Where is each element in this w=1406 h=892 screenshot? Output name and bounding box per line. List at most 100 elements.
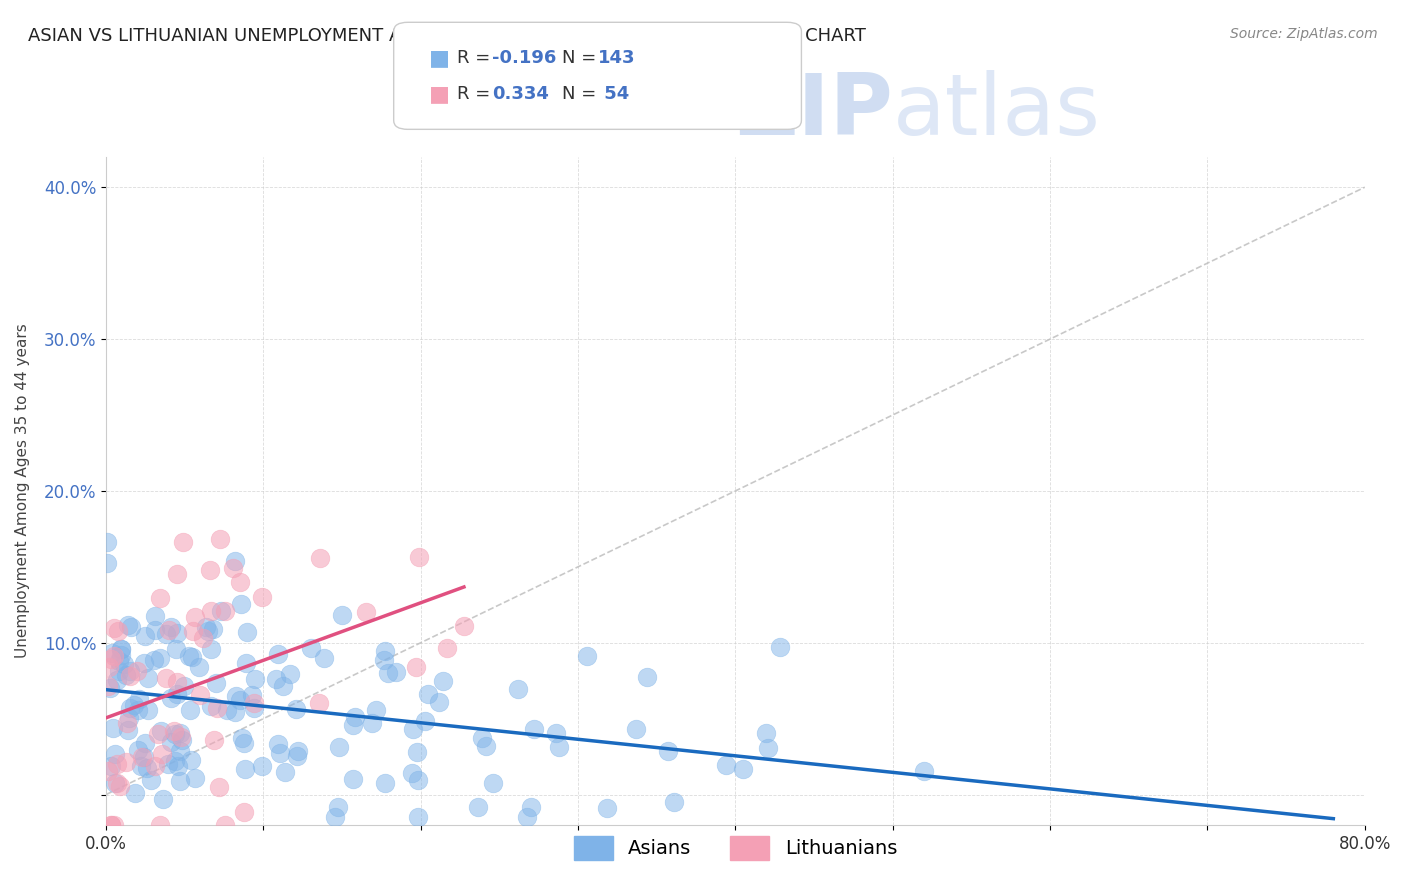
Point [769,640,792,655]
Point [280,667,302,681]
Point [274,765,297,780]
Point [157,757,180,772]
Point [229,574,252,589]
Point [143,609,166,624]
Point [229,597,252,611]
Point [107,673,129,687]
Point [596,801,619,815]
Point [103,649,125,664]
Point [427,695,450,709]
Point [146,727,169,741]
Text: atlas: atlas [893,70,1101,153]
Point [149,723,172,738]
Point [208,780,231,794]
Point [105,776,128,790]
Point [155,627,177,641]
Point [96,535,118,549]
Text: R =: R = [457,85,496,103]
Point [117,618,139,632]
Point [101,646,124,660]
Point [405,660,427,674]
Point [100,818,122,832]
Point [131,758,153,772]
Point [143,758,166,772]
Point [475,739,498,754]
Point [183,772,205,786]
Point [100,818,122,832]
Point [200,642,222,657]
Point [134,736,156,750]
Point [201,622,224,636]
Point [343,709,366,723]
Point [516,810,538,824]
Text: R =: R = [457,49,496,67]
Point [402,722,425,736]
Point [215,702,238,716]
Point [912,764,935,779]
Point [508,682,530,697]
Point [326,800,349,814]
Point [330,607,353,622]
Point [188,659,211,673]
Point [385,665,408,680]
Point [104,776,127,790]
Point [299,640,322,655]
Legend: Asians, Lithuanians: Asians, Lithuanians [558,821,912,875]
Text: -0.196: -0.196 [492,49,557,67]
Point [436,641,458,656]
Point [214,604,236,618]
Point [285,749,308,764]
Point [117,723,139,737]
Point [163,727,186,741]
Point [100,652,122,666]
Point [408,549,430,564]
Point [96,556,118,570]
Point [269,746,291,760]
Point [166,626,188,640]
Point [242,688,264,702]
Point [169,726,191,740]
Point [136,761,159,775]
Point [636,669,658,683]
Point [159,690,181,705]
Point [471,731,494,745]
Point [308,697,330,711]
Point [110,648,132,663]
Point [406,773,429,788]
Text: N =: N = [562,85,602,103]
Point [110,641,132,656]
Point [128,692,150,706]
Point [166,687,188,701]
Point [108,779,131,793]
Point [482,776,505,790]
Point [162,724,184,739]
Point [354,605,377,619]
Point [235,625,257,640]
Point [229,693,252,707]
Point [103,622,125,636]
Point [309,551,332,566]
Point [149,818,172,832]
Point [190,689,212,703]
Text: N =: N = [562,49,602,67]
Point [373,653,395,667]
Point [169,730,191,744]
Point [180,753,202,767]
Point [523,722,546,736]
Point [197,624,219,639]
Point [193,631,215,645]
Point [127,743,149,757]
Point [413,714,436,729]
Point [100,759,122,773]
Point [406,745,429,759]
Point [120,669,142,683]
Point [127,703,149,717]
Point [235,657,257,671]
Point [155,671,177,685]
Point [231,731,253,746]
Point [225,690,247,704]
Point [97,679,120,693]
Point [132,750,155,764]
Text: ZIP: ZIP [735,70,893,153]
Point [284,702,307,716]
